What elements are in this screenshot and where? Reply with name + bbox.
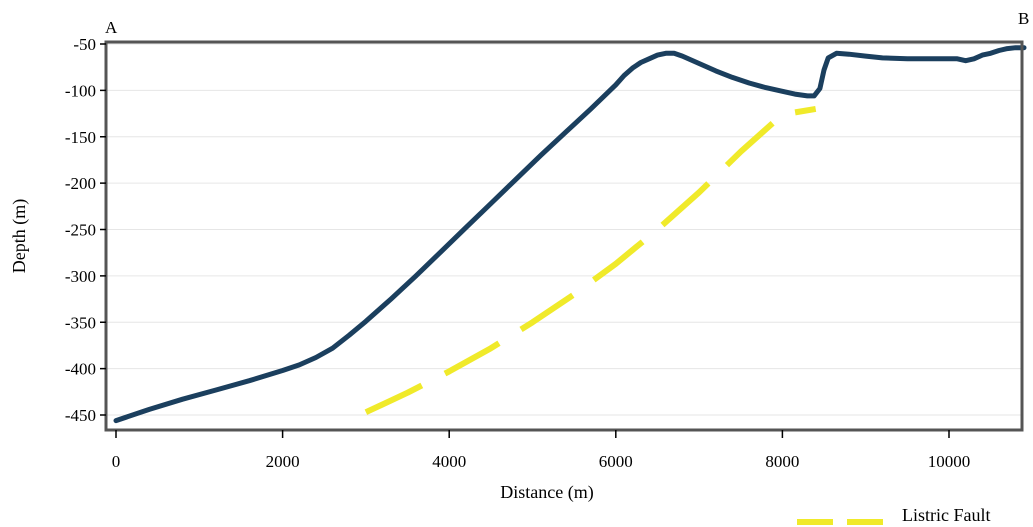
y-axis-title: Depth (m)	[9, 199, 30, 273]
x-tick-label: 0	[112, 452, 121, 471]
x-tick-label: 10000	[928, 452, 971, 471]
y-tick-label: -50	[73, 35, 96, 54]
y-tick-label: -200	[65, 174, 96, 193]
corner-label-b: B	[1018, 9, 1029, 28]
y-tick-label: -100	[65, 81, 96, 100]
plot-frame	[104, 40, 1024, 432]
legend: Listric Fault	[797, 505, 991, 525]
x-tick-label: 2000	[266, 452, 300, 471]
y-tick-label: -400	[65, 360, 96, 379]
x-axis-ticks: 0 2000 4000 6000 8000 10000	[112, 430, 971, 471]
x-tick-label: 8000	[765, 452, 799, 471]
y-axis-ticks: -50 -100 -150 -200 -250 -300 -350 -400 -450	[65, 35, 106, 425]
x-tick-label: 4000	[432, 452, 466, 471]
series-layer	[113, 45, 1027, 424]
x-axis-title: Distance (m)	[500, 482, 593, 503]
series-depth-profile-line	[113, 45, 1027, 424]
legend-label-listric-fault: Listric Fault	[902, 505, 991, 525]
y-tick-label: -350	[65, 313, 96, 332]
y-tick-label: -450	[65, 406, 96, 425]
y-tick-label: -150	[65, 128, 96, 147]
corner-label-a: A	[105, 18, 118, 37]
y-tick-label: -250	[65, 221, 96, 240]
y-tick-label: -300	[65, 267, 96, 286]
series-listric-fault-line	[364, 105, 817, 415]
x-tick-label: 6000	[599, 452, 633, 471]
grid	[106, 43, 1022, 416]
